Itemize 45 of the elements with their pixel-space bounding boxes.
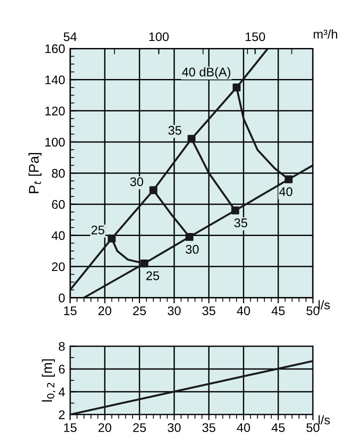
y-tick-label: 20 (52, 262, 65, 272)
x-tick-label: 45 (272, 306, 285, 316)
x-tick-label: 50 (306, 423, 320, 432)
annotation: 25 (92, 226, 104, 234)
x-tick-label: 45 (272, 423, 285, 432)
x2-tick-label: 54 (64, 32, 77, 42)
y-tick-label: 80 (52, 168, 65, 178)
y-tick-label: 40 (52, 231, 65, 240)
y-tick-label: 60 (52, 200, 65, 209)
x-tick-label: 30 (168, 423, 181, 432)
y-tick-label: 140 (45, 75, 65, 84)
annotation: 40 dB(A) (182, 67, 230, 79)
x2-axis-title: m³/h (314, 29, 338, 39)
annotation: 25 (146, 271, 160, 280)
y-axis-title: P$_{t}$ [Pa] (28, 153, 42, 194)
annotation: 30 (186, 244, 199, 254)
x-axis-title: l/s (318, 300, 330, 310)
x-tick-label: 40 (236, 423, 250, 432)
y-tick-label: 6 (58, 364, 65, 374)
x-tick-label: 50 (306, 306, 320, 316)
y-tick-label: 4 (58, 388, 65, 396)
annotation: 40 (279, 187, 292, 196)
x2-tick-label: 100 (149, 32, 169, 42)
annotation: 30 (130, 177, 144, 186)
x-tick-label: 25 (133, 306, 146, 316)
x-tick-label: 15 (64, 423, 77, 432)
x-tick-label: 30 (168, 306, 181, 316)
y-tick-label: 2 (58, 410, 65, 420)
annotation: 35 (168, 126, 182, 135)
x-tick-label: 35 (202, 423, 216, 432)
y-tick-label: 8 (58, 342, 65, 351)
x-tick-label: 15 (64, 306, 77, 316)
y-axis-title: l$_{0,2}$ [m] (42, 359, 56, 402)
x-tick-label: 40 (236, 306, 250, 316)
y-tick-label: 100 (45, 138, 65, 147)
x2-tick-label: 150 (246, 32, 266, 42)
x-tick-label: 20 (98, 306, 112, 316)
annotation: 35 (234, 218, 248, 228)
x-tick-label: 20 (98, 423, 112, 432)
x-axis-title: l/s (318, 415, 330, 424)
y-tick-label: 120 (45, 106, 65, 116)
x-tick-label: 25 (133, 423, 146, 432)
x-tick-label: 35 (202, 306, 216, 316)
y-tick-label: 0 (58, 293, 65, 302)
y-tick-label: 160 (45, 44, 65, 54)
